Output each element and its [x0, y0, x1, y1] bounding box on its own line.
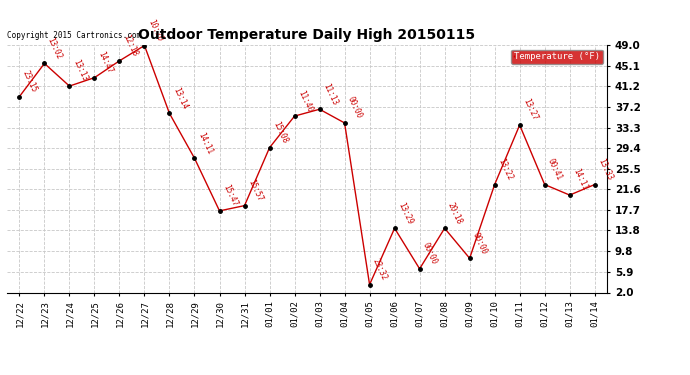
Text: 14:47: 14:47 [96, 50, 114, 75]
Text: 12:18: 12:18 [121, 33, 139, 58]
Text: 13:29: 13:29 [396, 201, 414, 225]
Text: 00:00: 00:00 [346, 95, 364, 120]
Text: 14:11: 14:11 [571, 168, 589, 192]
Text: 14:11: 14:11 [196, 130, 214, 156]
Legend: Temperature (°F): Temperature (°F) [511, 50, 602, 64]
Text: 23:15: 23:15 [21, 69, 39, 94]
Text: 00:00: 00:00 [421, 241, 439, 266]
Text: 23:32: 23:32 [371, 257, 389, 282]
Text: 13:02: 13:02 [46, 36, 63, 61]
Text: Copyright 2015 Cartronics.com: Copyright 2015 Cartronics.com [7, 31, 141, 40]
Text: 13:13: 13:13 [71, 58, 89, 83]
Text: 15:57: 15:57 [246, 178, 264, 203]
Text: 00:00: 00:00 [471, 231, 489, 255]
Text: 13:27: 13:27 [521, 98, 539, 122]
Text: 13:14: 13:14 [171, 86, 189, 111]
Text: 11:13: 11:13 [321, 82, 339, 106]
Text: 15:47: 15:47 [221, 183, 239, 208]
Text: 15:08: 15:08 [271, 120, 289, 145]
Text: 20:18: 20:18 [446, 201, 464, 225]
Text: 13:22: 13:22 [496, 157, 514, 182]
Text: 13:33: 13:33 [596, 157, 614, 182]
Text: 10:20: 10:20 [146, 18, 164, 43]
Title: Outdoor Temperature Daily High 20150115: Outdoor Temperature Daily High 20150115 [139, 28, 475, 42]
Text: 00:41: 00:41 [546, 157, 564, 182]
Text: 11:40: 11:40 [296, 88, 314, 113]
